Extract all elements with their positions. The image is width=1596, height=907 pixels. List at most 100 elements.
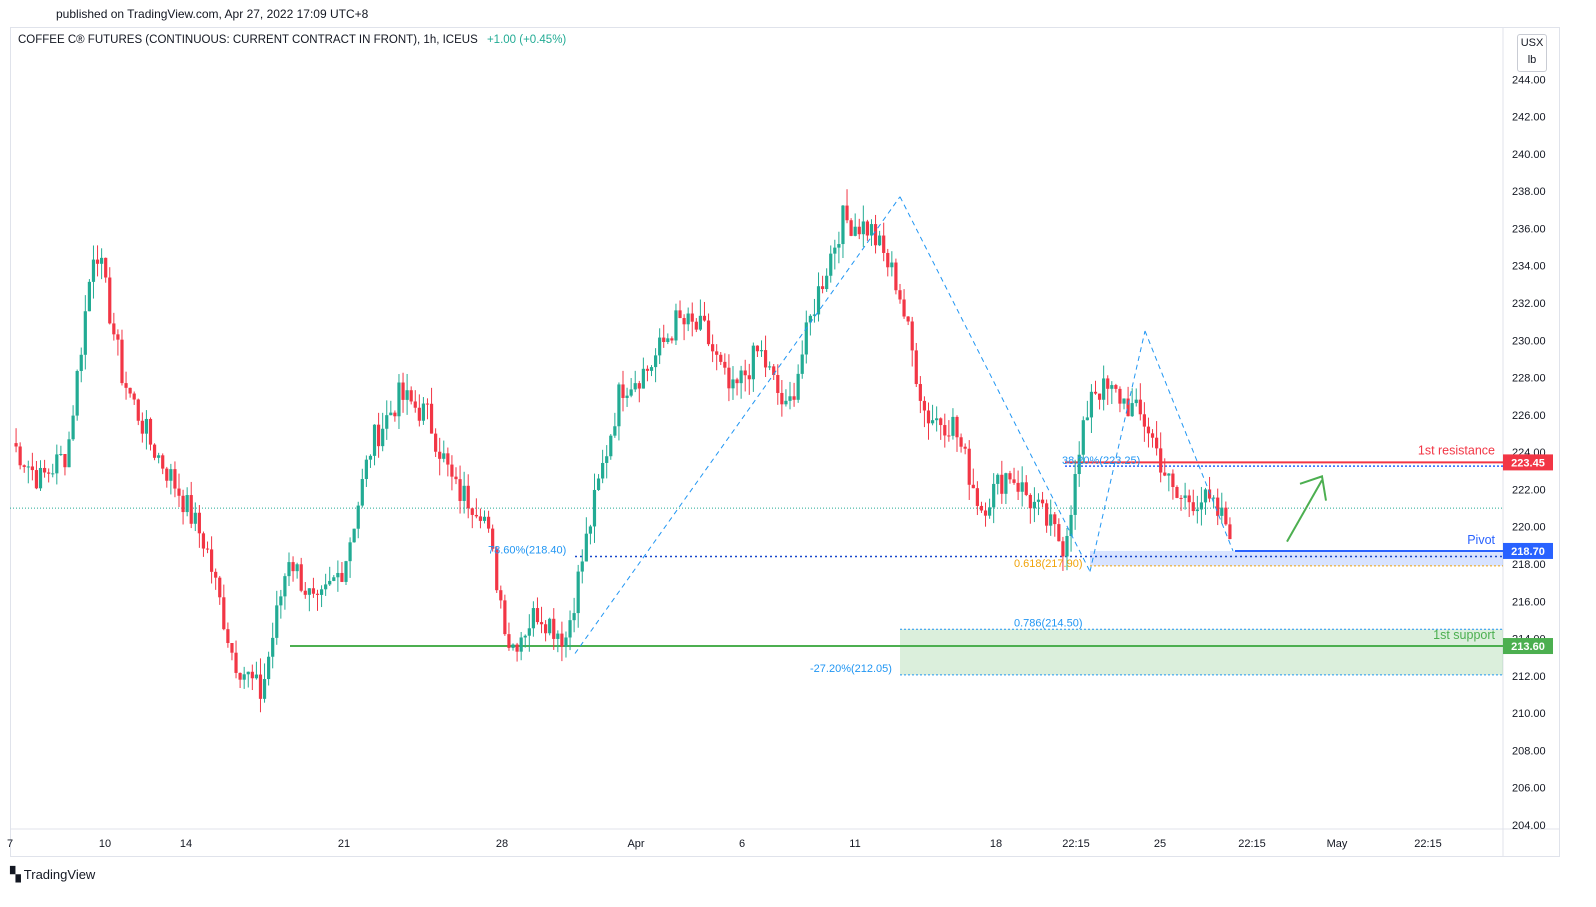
candle-body	[706, 320, 711, 345]
candle-body	[1122, 398, 1126, 404]
units-selector[interactable]: USX lb	[1517, 34, 1547, 72]
candle-body	[658, 337, 662, 356]
symbol-legend[interactable]: COFFEE C® FUTURES (CONTINUOUS: CURRENT C…	[18, 34, 566, 46]
candle-body	[1081, 420, 1085, 455]
candle-body	[641, 368, 645, 389]
x-tick-label: 11	[849, 838, 860, 850]
candle-body	[649, 367, 654, 371]
candle-body	[992, 483, 996, 508]
candle-body	[507, 634, 511, 648]
candle-body	[1000, 474, 1004, 494]
candle-body	[258, 674, 263, 699]
candle-body	[792, 396, 796, 400]
candle-body	[1073, 474, 1077, 515]
candle-body	[1004, 473, 1008, 494]
candle-body	[51, 473, 55, 475]
candle-body	[344, 561, 348, 582]
candle-body	[996, 474, 1000, 484]
candle-body	[1097, 393, 1102, 400]
candle-body	[148, 418, 153, 445]
candle-body	[556, 633, 560, 639]
candle-body	[531, 608, 535, 629]
candle-body	[882, 235, 886, 253]
candle-body	[55, 454, 59, 474]
candle-body	[1191, 502, 1195, 512]
support-tag-label: 213.60	[1511, 641, 1545, 653]
candle-body	[674, 310, 678, 341]
pattern-leg	[899, 196, 1091, 572]
candle-body	[784, 400, 788, 405]
fib-label: 0.618(217.90)	[1014, 558, 1083, 570]
candle-body	[625, 395, 629, 398]
y-tick-label: 216.00	[1512, 596, 1546, 608]
candle-body	[1016, 482, 1020, 492]
candle-body	[1032, 501, 1037, 509]
candle-body	[918, 384, 922, 401]
x-tick-label: 14	[180, 838, 192, 850]
candle-body	[963, 446, 967, 449]
candle-body	[1093, 391, 1098, 394]
candle-body	[397, 382, 401, 417]
candle-body	[523, 635, 527, 638]
candle-body	[499, 590, 503, 601]
fib-label: 38.20%(223.25)	[1062, 455, 1140, 467]
y-tick-label: 218.00	[1512, 559, 1546, 571]
up-arrow-shaft	[1286, 479, 1323, 543]
candle-body	[491, 528, 495, 549]
candle-body	[592, 489, 597, 527]
candle-body	[1207, 489, 1212, 499]
candle-body	[1057, 524, 1061, 542]
candle-body	[564, 637, 568, 647]
symbol-title: COFFEE C® FUTURES (CONTINUOUS: CURRENT C…	[18, 34, 478, 46]
candle-body	[698, 315, 702, 330]
candle-body	[466, 485, 470, 509]
candle-body	[336, 572, 340, 578]
candle-body	[841, 205, 845, 245]
candle-body	[1012, 479, 1016, 483]
candle-body	[271, 637, 275, 657]
candle-body	[181, 495, 185, 513]
y-tick-label: 222.00	[1512, 484, 1546, 496]
candle-body	[152, 444, 157, 458]
candle-body	[287, 562, 291, 577]
x-tick-label: Apr	[627, 838, 644, 850]
candle-body	[861, 221, 865, 235]
candle-body	[776, 375, 780, 393]
candle-body	[26, 466, 30, 468]
candle-body	[238, 672, 242, 680]
candle-body	[352, 528, 356, 543]
candle-body	[405, 390, 409, 400]
candle-body	[878, 235, 882, 246]
candle-body	[185, 495, 189, 513]
candle-body	[759, 350, 764, 352]
candle-body	[922, 400, 927, 411]
candle-body	[364, 459, 368, 480]
up-arrow-head	[1299, 475, 1327, 501]
candle-body	[1212, 497, 1216, 499]
candle-body	[1053, 514, 1057, 525]
y-tick-label: 236.00	[1512, 223, 1546, 235]
tradingview-logo[interactable]: ▚ TradingView	[10, 866, 95, 883]
candle-body	[1171, 473, 1175, 488]
candle-body	[552, 618, 556, 639]
candle-body	[605, 456, 609, 463]
candle-body	[869, 224, 874, 236]
candle-body	[617, 384, 621, 427]
y-tick-label: 230.00	[1512, 335, 1546, 347]
y-tick-label: 240.00	[1512, 149, 1546, 161]
candle-body	[462, 485, 466, 501]
candle-body	[930, 420, 935, 424]
candle-body	[568, 620, 572, 638]
candle-body	[955, 416, 959, 438]
candle-body	[719, 354, 723, 362]
candle-body	[59, 453, 63, 455]
candle-body	[755, 345, 760, 352]
candle-body	[1045, 503, 1049, 526]
candle-body	[486, 516, 491, 529]
candle-body	[519, 637, 523, 652]
candle-body	[83, 311, 87, 355]
candle-body	[454, 476, 458, 480]
candle-body	[1203, 489, 1208, 503]
candle-body	[1175, 487, 1179, 498]
